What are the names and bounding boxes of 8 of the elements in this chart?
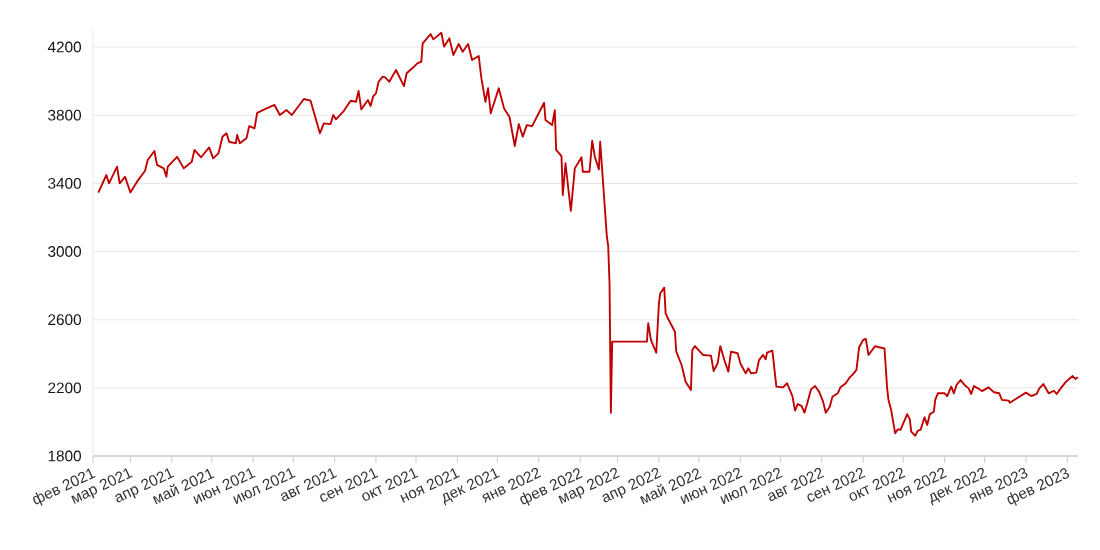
y-tick-label: 1800 [48, 450, 82, 462]
y-tick-label: 2200 [48, 382, 82, 394]
y-tick-label: 3400 [48, 177, 82, 189]
line-series [97, 31, 1079, 437]
y-tick-label: 4200 [47, 41, 82, 53]
y-tick-label: 2600 [48, 314, 82, 326]
y-tick-label: 3800 [48, 109, 82, 121]
y-tick-label: 3000 [48, 246, 82, 257]
